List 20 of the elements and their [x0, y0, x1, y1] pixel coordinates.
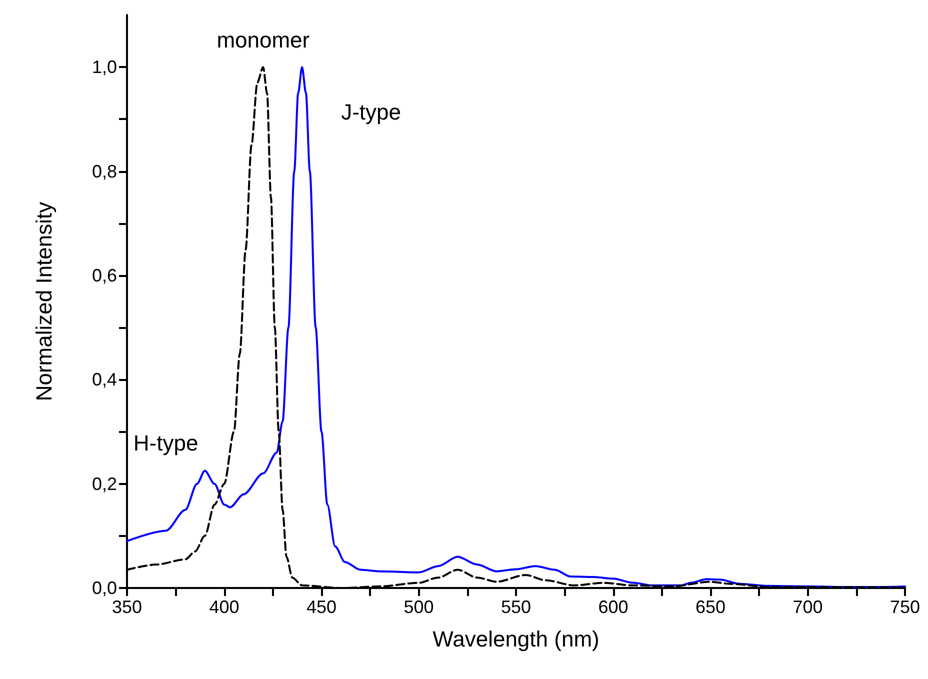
- x-tick-label: 600: [598, 597, 628, 617]
- x-tick-label: 350: [112, 597, 142, 617]
- y-axis-title: Normalized Intensity: [32, 202, 56, 402]
- x-tick-label: 450: [306, 597, 337, 617]
- x-tick-label: 750: [890, 597, 920, 617]
- y-tick-label: 0,6: [92, 265, 117, 286]
- x-axis-title: Wavelength (nm): [432, 626, 600, 652]
- x-tick-label: 650: [695, 597, 726, 617]
- annotation: H-type: [133, 430, 198, 456]
- annotation: monomer: [216, 28, 310, 53]
- x-tick-label: 400: [209, 597, 240, 617]
- y-tick-label: 0,2: [92, 474, 117, 494]
- y-tick-label: 0,0: [92, 578, 117, 598]
- x-tick-label: 700: [792, 597, 823, 617]
- y-tick-label: 0,4: [92, 370, 117, 390]
- y-tick-label: 0,8: [92, 161, 117, 182]
- y-tick-label: 1,0: [92, 57, 117, 78]
- x-tick-label: 550: [500, 597, 532, 617]
- x-tick-label: 500: [404, 597, 434, 617]
- annotation: J-type: [341, 100, 402, 125]
